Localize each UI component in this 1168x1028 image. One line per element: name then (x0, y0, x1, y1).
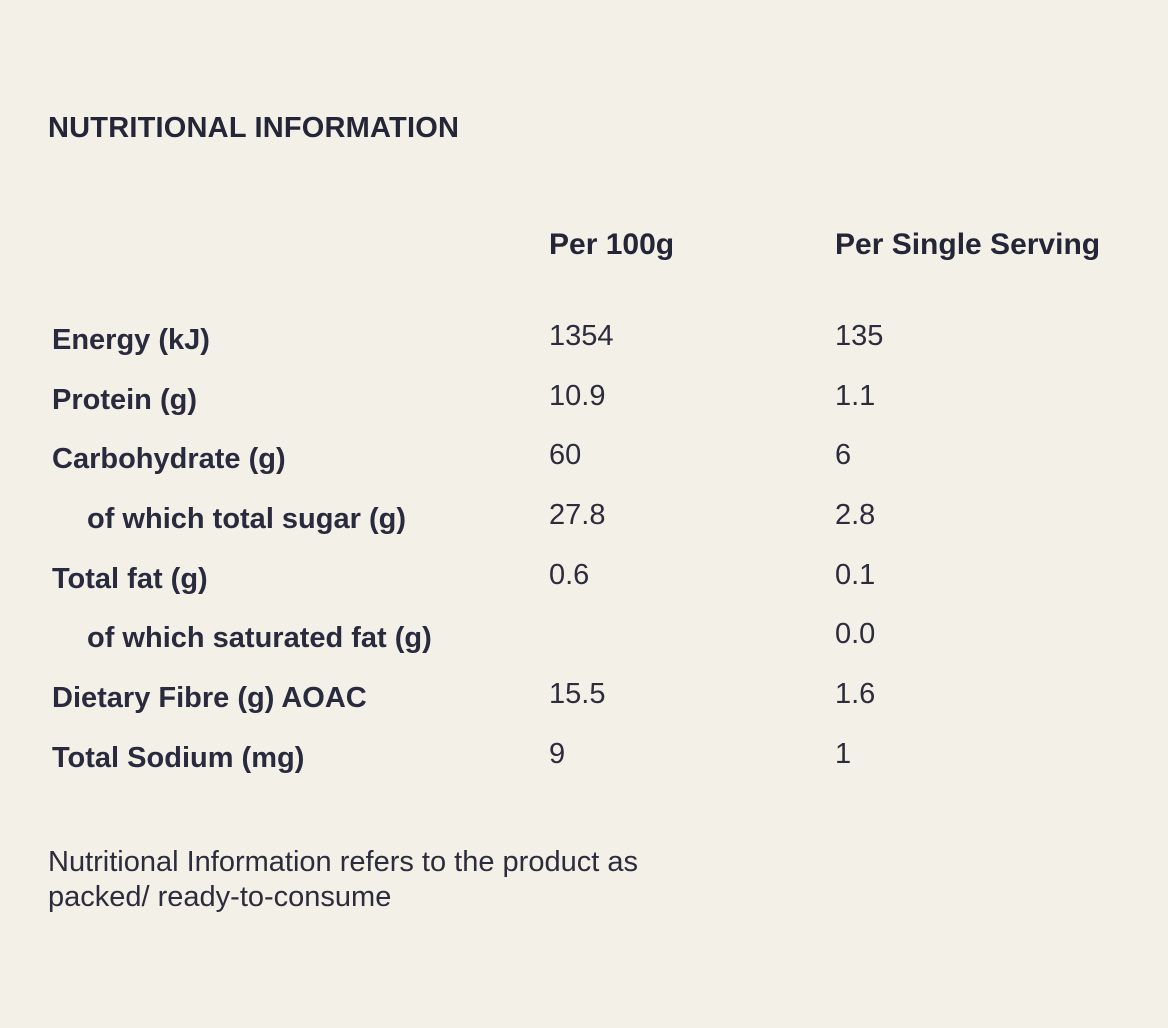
column-header-per-100g: Per 100g (549, 228, 675, 261)
value-per-serving: 1 (835, 737, 852, 770)
row-label: of which saturated fat (g) (87, 622, 432, 655)
footnote: Nutritional Information refers to the pr… (48, 846, 638, 913)
value-per-100g: 9 (549, 737, 566, 770)
row-label: Total Sodium (mg) (52, 741, 305, 774)
table-row-total-fat: Total fat (g) 0.6 0.1 (0, 557, 1168, 617)
value-per-serving: 2.8 (835, 499, 876, 532)
value-per-serving: 135 (835, 320, 884, 352)
value-per-serving: 0.0 (835, 618, 876, 651)
row-label: Protein (g) (52, 383, 197, 416)
value-per-100g: 0.6 (549, 558, 590, 591)
value-per-100g: 60 (549, 439, 582, 472)
nutrition-table: Energy (kJ) 1354 135 Protein (g) 10.9 1.… (0, 318, 1168, 796)
table-row-total-sugar: of which total sugar (g) 27.8 2.8 (0, 497, 1168, 557)
value-per-100g: 10.9 (549, 379, 606, 412)
table-row-protein: Protein (g) 10.9 1.1 (0, 378, 1168, 438)
value-per-100g: 27.8 (549, 499, 606, 532)
table-row-saturated-fat: of which saturated fat (g) 0.0 (0, 616, 1168, 676)
table-row-carbohydrate: Carbohydrate (g) 60 6 (0, 437, 1168, 497)
value-per-serving: 1.6 (835, 678, 876, 711)
row-label: Energy (kJ) (52, 324, 210, 356)
value-per-serving: 6 (835, 439, 852, 472)
row-label: Dietary Fibre (g) AOAC (52, 682, 367, 715)
column-header-per-serving: Per Single Serving (835, 228, 1101, 261)
table-row-total-sodium: Total Sodium (mg) 9 1 (0, 736, 1168, 796)
row-label: Carbohydrate (g) (52, 443, 286, 476)
value-per-100g: 15.5 (549, 678, 606, 711)
value-per-100g: 1354 (549, 320, 614, 352)
page-title: NUTRITIONAL INFORMATION (48, 112, 460, 144)
table-row-energy: Energy (kJ) 1354 135 (0, 318, 1168, 378)
row-label: Total fat (g) (52, 562, 208, 595)
row-label: of which total sugar (g) (87, 503, 406, 536)
value-per-serving: 0.1 (835, 558, 876, 591)
table-row-dietary-fibre: Dietary Fibre (g) AOAC 15.5 1.6 (0, 676, 1168, 736)
value-per-serving: 1.1 (835, 379, 876, 412)
